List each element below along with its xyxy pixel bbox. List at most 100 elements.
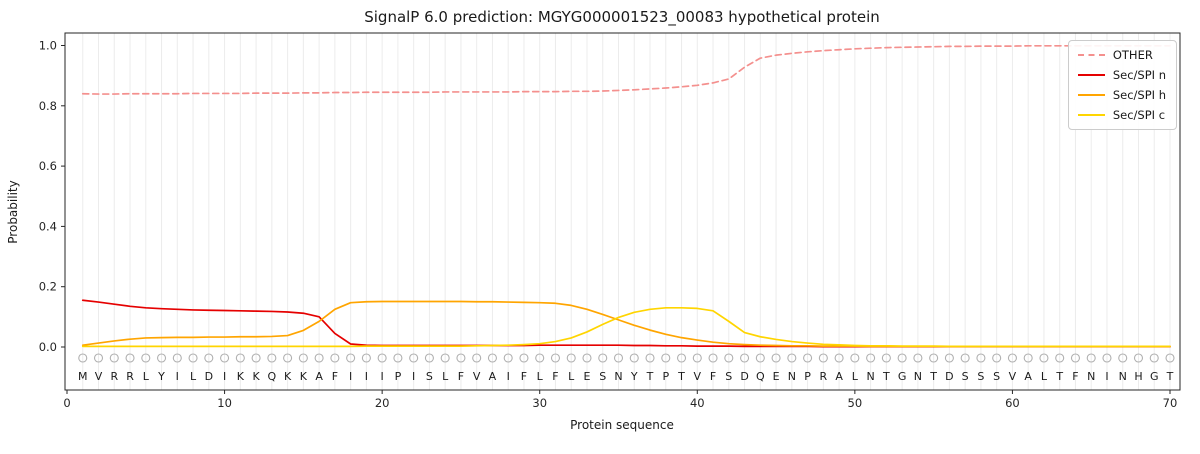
residue-letter: H [1134, 370, 1142, 383]
residue-letter: F [710, 370, 716, 383]
residue-letter: D [205, 370, 213, 383]
residue-letter: V [95, 370, 103, 383]
legend-line-sec-spi-n [1077, 74, 1105, 76]
residue-letter: S [725, 370, 732, 383]
residue-letter: R [110, 370, 118, 383]
residue-letter: I [381, 370, 384, 383]
residue-letter: L [190, 370, 197, 383]
residue-letter: A [835, 370, 843, 383]
series-lines [81, 44, 1171, 348]
x-tick-label: 30 [532, 396, 547, 410]
y-tick-label: 0.8 [39, 99, 57, 113]
legend-line-other [1077, 54, 1105, 56]
legend-label-sec-spi-c: Sec/SPI c [1112, 108, 1166, 122]
residue-letter: G [898, 370, 907, 383]
residue-letter: V [473, 370, 481, 383]
residue-letter: T [677, 370, 685, 383]
residue-letter: I [349, 370, 352, 383]
x-tick-label: 40 [690, 396, 705, 410]
residue-letter: S [426, 370, 433, 383]
residue-letter: K [252, 370, 260, 383]
residue-letter: T [882, 370, 890, 383]
residue-letter: D [945, 370, 953, 383]
residue-letter: I [365, 370, 368, 383]
legend-label-other: OTHER [1112, 48, 1153, 62]
residue-letter: K [237, 370, 245, 383]
residue-letter: S [962, 370, 969, 383]
residue-letter: P [662, 370, 669, 383]
residue-letter: S [599, 370, 606, 383]
residue-letter: F [332, 370, 338, 383]
series-line-sec-spi-c [81, 306, 1171, 348]
residue-letter: F [552, 370, 558, 383]
y-tick-label: 0.0 [39, 340, 57, 354]
residue-letter: E [773, 370, 780, 383]
residue-letter: N [614, 370, 622, 383]
x-tick-label: 70 [1163, 396, 1178, 410]
legend-entry-sec-spi-h: Sec/SPI h [1077, 88, 1166, 102]
residue-letter: P [804, 370, 811, 383]
residue-letter: S [993, 370, 1000, 383]
residue-letter: F [521, 370, 527, 383]
series-line-sec-spi-n [81, 299, 1171, 348]
residue-letter: A [489, 370, 497, 383]
residue-letter: N [1087, 370, 1095, 383]
residue-letter: A [1024, 370, 1032, 383]
residue-letter: L [1041, 370, 1048, 383]
legend-line-sec-spi-c [1077, 114, 1105, 116]
axes-frame-and-ticks: 0 10 20 30 40 50 60 70 0.0 0.2 0.4 0.6 0.8 1.0 [39, 32, 1181, 410]
x-tick-label: 10 [217, 396, 232, 410]
x-tick-label: 60 [1005, 396, 1020, 410]
chart-title: SignalP 6.0 prediction: MGYG000001523_00… [364, 8, 880, 27]
residue-letter: Y [157, 370, 165, 383]
residue-letter: K [284, 370, 292, 383]
residue-letter: T [646, 370, 654, 383]
legend-entry-sec-spi-n: Sec/SPI n [1077, 68, 1166, 82]
residue-letter: V [1009, 370, 1017, 383]
residue-letter: A [315, 370, 323, 383]
legend-line-sec-spi-h [1077, 94, 1105, 96]
legend-label-sec-spi-h: Sec/SPI h [1112, 88, 1166, 102]
residue-letter: P [395, 370, 402, 383]
residue-letter: I [1105, 370, 1108, 383]
x-tick-label: 0 [63, 396, 70, 410]
series-line-sec-spi-h [81, 300, 1171, 348]
residue-letter: L [442, 370, 449, 383]
series-line-other [81, 44, 1171, 95]
y-tick-label: 0.4 [39, 219, 57, 233]
residue-letter: F [458, 370, 464, 383]
y-axis-label: Probability [6, 180, 20, 243]
residue-letter: S [977, 370, 984, 383]
x-tick-label: 50 [848, 396, 863, 410]
legend: OTHER Sec/SPI n Sec/SPI h Sec/SPI c [1067, 40, 1177, 130]
residue-letter: T [1166, 370, 1174, 383]
residue-letter: E [584, 370, 591, 383]
residue-letter: T [1055, 370, 1063, 383]
residue-letter: L [143, 370, 150, 383]
y-tick-label: 1.0 [39, 39, 57, 53]
residue-letter: Q [268, 370, 277, 383]
residue-letter: N [866, 370, 874, 383]
legend-label-sec-spi-n: Sec/SPI n [1112, 68, 1166, 82]
residue-letter: Y [630, 370, 638, 383]
x-tick-label: 20 [375, 396, 390, 410]
residue-letter: R [126, 370, 134, 383]
y-tick-label: 0.6 [39, 159, 57, 173]
residue-letter: N [788, 370, 796, 383]
residue-letter: L [537, 370, 544, 383]
legend-entry-sec-spi-c: Sec/SPI c [1077, 108, 1166, 122]
residue-letter: N [914, 370, 922, 383]
residue-letter: K [300, 370, 308, 383]
residue-letter: I [223, 370, 226, 383]
residue-letter: L [852, 370, 859, 383]
y-tick-label: 0.2 [39, 280, 57, 294]
residue-letter: Q [756, 370, 765, 383]
residue-letter: D [740, 370, 748, 383]
residue-letter: I [507, 370, 510, 383]
residue-letter: G [1150, 370, 1159, 383]
residue-letter: I [412, 370, 415, 383]
residue-markers [78, 353, 1175, 363]
